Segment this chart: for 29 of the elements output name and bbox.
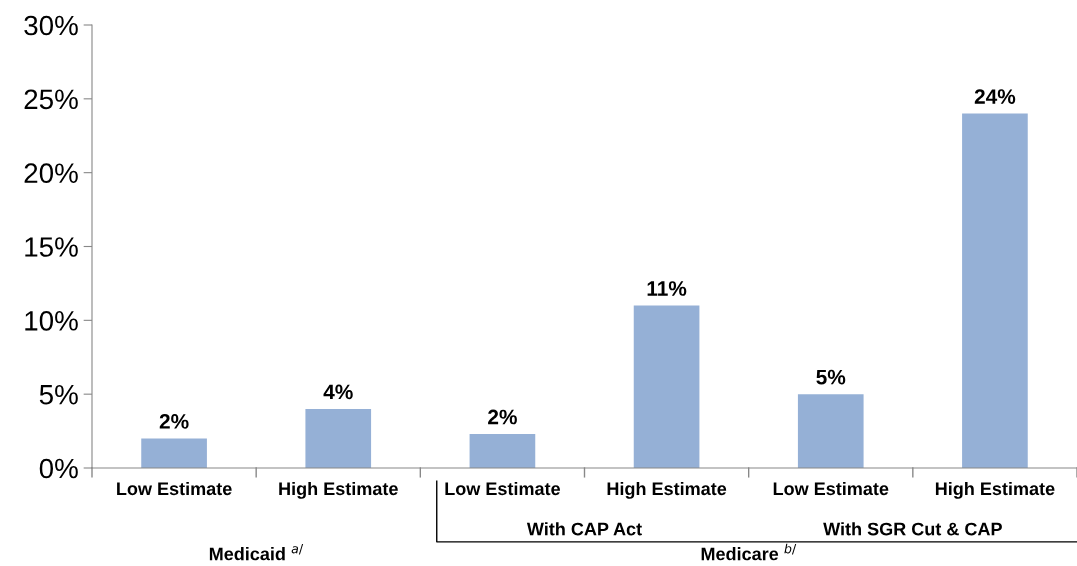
x-tick-label: High Estimate [607, 481, 727, 499]
y-tick-label: 10% [25, 311, 78, 331]
x-tick-label: Low Estimate [117, 481, 232, 496]
x-tick-label: High Estimate [279, 481, 398, 499]
x-tick-label: Low Estimate [773, 481, 889, 496]
x-tick-label: High Estimate [935, 481, 1055, 499]
data-label: 24% [974, 89, 1016, 104]
data-label: 2% [159, 414, 189, 429]
data-label: 4% [323, 384, 353, 400]
text: With SGR Cut & CAP [823, 522, 1002, 536]
bar [633, 305, 700, 468]
text: Medicaid $^{a/}$ [209, 544, 304, 561]
bar [141, 438, 207, 468]
bar [305, 408, 372, 468]
bar [962, 113, 1028, 468]
text: With CAP Act [526, 522, 642, 536]
y-tick-label: 30% [24, 15, 78, 36]
data-label: 2% [488, 409, 517, 425]
data-label: 5% [816, 369, 846, 385]
y-tick-label: 25% [24, 89, 78, 110]
bar [797, 394, 864, 468]
y-tick-label: 20% [24, 163, 78, 184]
x-tick-label: Low Estimate [445, 481, 560, 496]
data-label: 11% [647, 281, 687, 296]
text: Medicare $^{b/}$ [701, 543, 797, 561]
bar [469, 434, 536, 468]
y-tick-label: 15% [25, 237, 78, 257]
y-tick-label: 5% [39, 384, 78, 405]
y-tick-label: 0% [39, 458, 78, 479]
